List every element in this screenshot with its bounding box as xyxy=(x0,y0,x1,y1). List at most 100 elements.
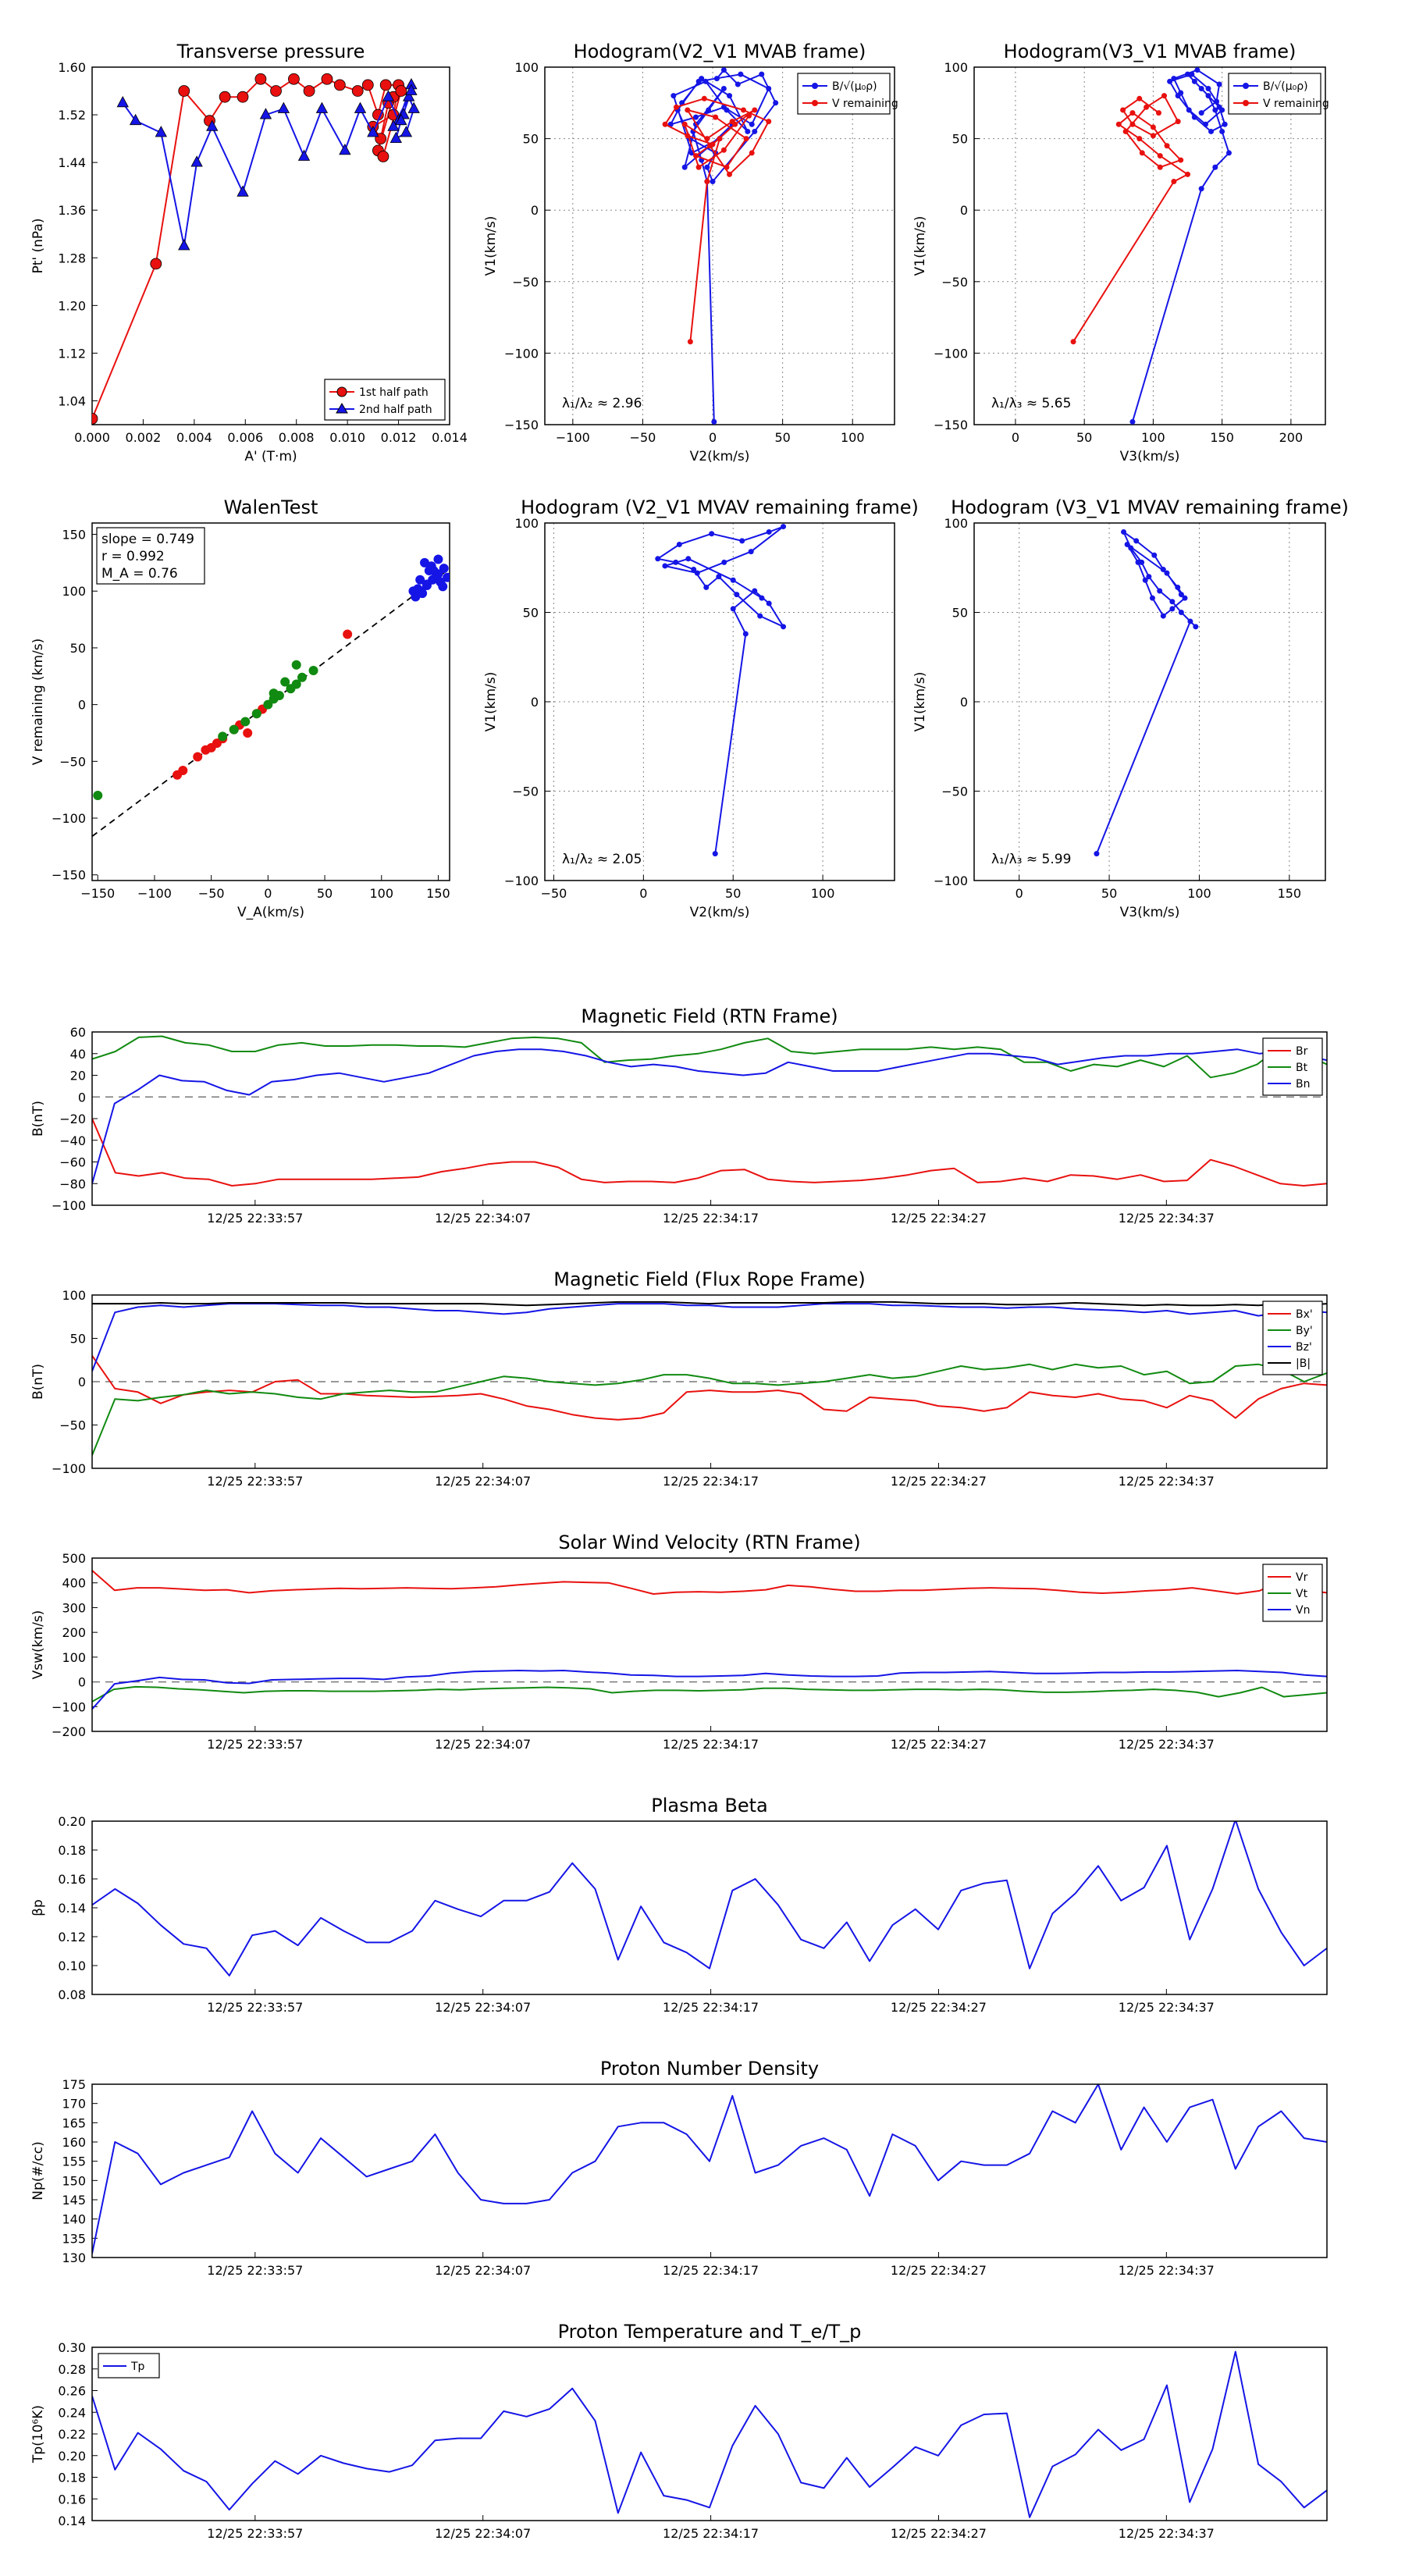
walen-ytick-label: 0 xyxy=(78,698,86,713)
hodo2-point-1 xyxy=(1185,171,1191,177)
hodo3-ratio: λ₁/λ₂ ≈ 2.05 xyxy=(562,852,642,867)
transverse-point-1 xyxy=(116,95,129,108)
temp-series-Tp xyxy=(92,2350,1327,2518)
hodo3-point-0 xyxy=(766,600,772,607)
beta-series-β xyxy=(92,1821,1327,1976)
walen-xtick-label: 150 xyxy=(426,886,450,901)
temp-ytick-label: 0.30 xyxy=(58,2340,86,2355)
hodo2-point-0 xyxy=(1212,107,1218,113)
hodo2-point-0 xyxy=(1129,418,1136,425)
beta-ytick-label: 0.14 xyxy=(58,1901,86,1916)
hodo2-ylabel: V1(km/s) xyxy=(912,216,928,276)
hodo4-point-0 xyxy=(1193,624,1199,630)
walen-ytick-label: 50 xyxy=(70,641,86,656)
hodo1-point-1 xyxy=(727,171,733,177)
transverse-xtick-label: 0.008 xyxy=(279,430,315,445)
hodo1-point-1 xyxy=(713,114,719,120)
walen-point-green xyxy=(297,672,307,682)
mag_rtn-series-Bt xyxy=(92,1035,1327,1079)
hodo1-title: Hodogram(V2_V1 MVAB frame) xyxy=(574,41,866,62)
transverse-point-0 xyxy=(303,85,315,97)
beta-panel: Plasma Beta βp 0.08 0.10 0.12 0.14 0.16 0.18 0.2… xyxy=(30,1795,1328,2015)
transverse-point-0 xyxy=(321,73,333,85)
hodo3-frame xyxy=(544,522,895,881)
hodo4-point-0 xyxy=(1128,545,1134,551)
walen-point-green xyxy=(291,679,301,689)
mag_rtn-time-label: 12/25 22:34:07 xyxy=(435,1211,531,1226)
hodo4-panel: Hodogram (V3_V1 MVAV remaining frame) V3(… xyxy=(912,496,1349,920)
hodo3-point-0 xyxy=(662,563,668,569)
hodo2-point-0 xyxy=(1178,90,1184,96)
hodo2-point-0 xyxy=(1214,98,1220,105)
walen-xtick-label: 0 xyxy=(264,886,272,901)
sw_vel-ytick-label: 500 xyxy=(62,1551,86,1566)
hodo2-point-1 xyxy=(1122,128,1129,134)
transverse-point-1 xyxy=(382,90,395,101)
walen-point-green xyxy=(263,699,273,710)
transverse-point-1 xyxy=(395,113,407,126)
hodo3-point-0 xyxy=(694,570,700,576)
hodo2-legend-marker xyxy=(1243,83,1249,89)
walen-point-red xyxy=(178,765,188,775)
hodo2-point-0 xyxy=(1222,121,1228,127)
hodo3-point-0 xyxy=(781,624,787,630)
temp-ytick-label: 0.16 xyxy=(58,2492,86,2507)
hodo4-point-0 xyxy=(1151,552,1158,558)
hodo1-point-1 xyxy=(746,112,752,119)
walen-xtick-label: −50 xyxy=(198,886,225,901)
mag_fr-frame xyxy=(91,1294,1328,1469)
walen-point-green xyxy=(251,709,261,719)
hodo1-legend-label: B/√(μ₀ρ) xyxy=(832,80,877,93)
walen-point-green xyxy=(240,717,251,727)
hodo4-point-0 xyxy=(1178,610,1184,615)
hodo4-point-0 xyxy=(1133,538,1140,544)
transverse-legend-label: 1st half path xyxy=(359,386,429,399)
density-panel: Proton Number Density Np(#/cc) 130 135 140 14… xyxy=(30,2058,1328,2278)
walen-title: WalenTest xyxy=(224,496,318,518)
mag_rtn-ytick-label: 0 xyxy=(78,1090,86,1105)
temp-time-label: 12/25 22:34:07 xyxy=(435,2526,531,2541)
walen-point-green xyxy=(218,731,228,742)
hodo2-frame xyxy=(973,66,1326,425)
sw_vel-ytick-label: 300 xyxy=(62,1600,86,1615)
hodo2-ytick-label: −50 xyxy=(941,275,968,290)
hodo1-point-1 xyxy=(766,119,772,125)
transverse-line-2nd half path xyxy=(122,84,415,247)
transverse-title: Transverse pressure xyxy=(176,41,365,62)
hodo1-point-0 xyxy=(710,179,716,185)
mag_rtn-title: Magnetic Field (RTN Frame) xyxy=(581,1005,838,1027)
transverse-point-0 xyxy=(288,73,300,85)
hodo4-point-0 xyxy=(1124,541,1130,547)
beta-ytick-label: 0.12 xyxy=(58,1930,86,1944)
sw_vel-frame xyxy=(91,1557,1328,1732)
mag_rtn-series-Br xyxy=(92,1118,1327,1187)
hodo2-xtick-label: 0 xyxy=(1012,430,1019,445)
walen-point-blue xyxy=(418,589,428,599)
temp-ytick-label: 0.26 xyxy=(58,2384,86,2399)
hodo2-point-1 xyxy=(1136,136,1143,142)
transverse-point-0 xyxy=(150,258,162,270)
transverse-point-1 xyxy=(315,101,329,113)
transverse-point-0 xyxy=(395,85,407,97)
hodo1-ylabel: V1(km/s) xyxy=(483,216,499,276)
hodo4-point-0 xyxy=(1175,584,1181,590)
hodo1-point-0 xyxy=(752,128,758,134)
walen-xtick-label: −100 xyxy=(137,886,172,901)
hodo1-point-1 xyxy=(704,179,710,185)
transverse-point-0 xyxy=(361,79,374,91)
hodo3-point-0 xyxy=(712,851,718,857)
temp-time-label: 12/25 22:34:37 xyxy=(1119,2526,1215,2541)
mag_rtn-legend-label: Bn xyxy=(1296,1078,1310,1091)
hodo1-ytick-label: 100 xyxy=(514,60,539,75)
transverse-point-0 xyxy=(92,412,98,425)
hodo1-point-0 xyxy=(711,418,717,425)
mag_fr-ytick-label: 100 xyxy=(62,1288,86,1303)
hodo1-ratio: λ₁/λ₂ ≈ 2.96 xyxy=(562,396,642,411)
hodo2-point-0 xyxy=(1186,107,1192,113)
hodo1-ytick-label: 50 xyxy=(523,132,539,147)
hodo1-point-0 xyxy=(773,100,779,106)
hodo4-title: Hodogram (V3_V1 MVAV remaining frame) xyxy=(951,496,1349,518)
temp-time-label: 12/25 22:33:57 xyxy=(207,2526,303,2541)
hodo3-point-0 xyxy=(766,528,772,535)
hodo1-point-0 xyxy=(759,71,765,77)
